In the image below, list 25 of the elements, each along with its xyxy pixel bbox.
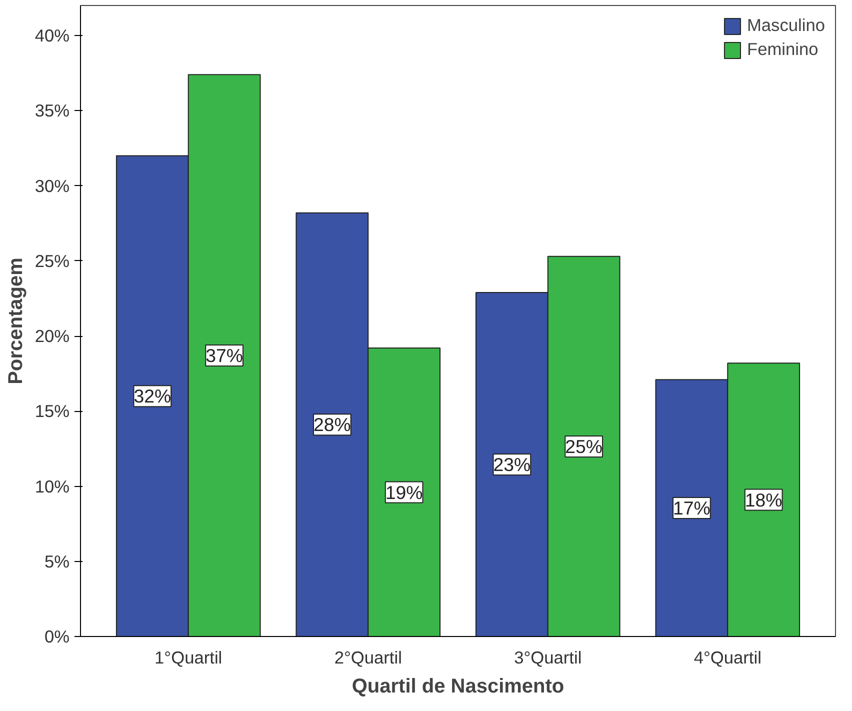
data-label: 32% (134, 386, 172, 407)
y-tick-label: 10% (34, 476, 70, 496)
y-tick-label: 35% (34, 100, 70, 121)
y-tick-label: 0% (44, 626, 70, 646)
data-label: 37% (206, 345, 243, 366)
y-tick-label: 25% (34, 250, 70, 271)
data-label: 18% (744, 489, 782, 510)
y-tick-label: 40% (34, 26, 70, 46)
y-tick-label: 20% (34, 326, 70, 346)
data-label: 17% (673, 498, 710, 519)
y-tick-label: 15% (34, 401, 70, 422)
legend-label: Feminino (746, 39, 818, 60)
data-label: 23% (493, 454, 531, 475)
data-label: 19% (385, 482, 423, 503)
x-tick-label: 3°Quartil (514, 648, 582, 668)
x-tick-label: 4°Quartil (694, 648, 762, 668)
x-tick-label: 1°Quartil (154, 648, 222, 668)
data-label: 28% (313, 414, 351, 436)
y-axis-title: Porcentagem (4, 258, 27, 384)
legend-label: Masculino (746, 15, 825, 36)
y-tick-label: 5% (44, 551, 70, 572)
y-tick-label: 30% (34, 176, 70, 196)
x-tick-label: 2°Quartil (334, 648, 402, 668)
data-label: 25% (565, 436, 603, 457)
x-axis-title: Quartil de Nascimento (352, 676, 564, 698)
